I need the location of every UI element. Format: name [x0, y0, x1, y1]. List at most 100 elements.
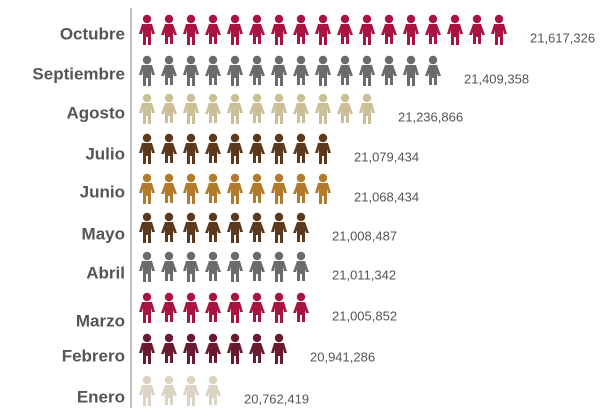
icon-head: [164, 333, 174, 343]
icon-head: [142, 333, 152, 343]
icon-head: [142, 133, 152, 143]
icon-head: [208, 133, 218, 143]
icon-body: [315, 183, 331, 204]
icon-body: [161, 222, 177, 242]
icon-body: [293, 222, 309, 242]
icon-head: [186, 173, 196, 183]
icon-row: [139, 14, 507, 45]
icon-body: [271, 183, 287, 204]
icon-row: [139, 375, 221, 406]
icon-body: [271, 143, 287, 164]
category-label: Octubre: [60, 24, 125, 43]
icon-body: [425, 65, 441, 85]
icon-head: [142, 93, 152, 103]
icon-body: [161, 143, 177, 163]
icon-head: [494, 14, 504, 24]
icon-head: [274, 173, 284, 183]
icon-body: [139, 143, 155, 164]
icon-body: [271, 103, 287, 124]
icon-head: [164, 55, 174, 65]
category-label: Julio: [85, 144, 125, 163]
icon-body: [271, 261, 287, 282]
icon-body: [139, 24, 155, 45]
icon-body: [315, 65, 331, 86]
icon-body: [227, 261, 243, 282]
icon-row: [139, 212, 309, 243]
icon-head: [318, 133, 328, 143]
icon-body: [183, 261, 199, 282]
icon-body: [139, 343, 155, 364]
icon-body: [227, 65, 243, 86]
icon-head: [164, 133, 174, 143]
icon-body: [183, 143, 199, 164]
icon-body: [227, 302, 243, 323]
icon-head: [230, 212, 240, 222]
icon-head: [164, 93, 174, 103]
icon-body: [337, 65, 353, 85]
icon-body: [249, 143, 265, 163]
category-label: Febrero: [62, 346, 125, 365]
icon-head: [142, 173, 152, 183]
value-label: 21,236,866: [398, 109, 463, 124]
icon-head: [296, 173, 306, 183]
icon-body: [205, 222, 221, 242]
icon-head: [164, 375, 174, 385]
icon-head: [274, 93, 284, 103]
icon-head: [406, 55, 416, 65]
icon-head: [142, 375, 152, 385]
category-label: Abril: [86, 263, 125, 282]
icon-body: [315, 143, 331, 164]
icon-head: [208, 173, 218, 183]
icon-body: [403, 24, 419, 45]
icon-body: [337, 103, 353, 123]
icon-head: [142, 14, 152, 24]
icon-head: [428, 55, 438, 65]
icon-head: [208, 93, 218, 103]
icon-head: [208, 251, 218, 261]
icon-body: [139, 302, 155, 323]
icon-head: [252, 55, 262, 65]
icon-head: [208, 292, 218, 302]
icon-head: [142, 251, 152, 261]
value-label: 21,008,487: [332, 228, 397, 243]
value-label: 20,941,286: [310, 349, 375, 364]
icon-body: [183, 302, 199, 323]
icon-body: [161, 302, 177, 322]
icon-head: [164, 173, 174, 183]
icon-head: [208, 14, 218, 24]
icon-body: [205, 103, 221, 123]
icon-head: [186, 55, 196, 65]
icon-head: [362, 93, 372, 103]
icon-body: [161, 385, 177, 405]
icon-body: [403, 65, 419, 86]
icon-head: [362, 55, 372, 65]
icon-body: [491, 24, 507, 45]
icon-body: [205, 143, 221, 163]
icon-head: [230, 133, 240, 143]
category-label: Junio: [80, 182, 125, 201]
icon-head: [296, 292, 306, 302]
icon-body: [337, 24, 353, 44]
icon-head: [186, 93, 196, 103]
category-label: Marzo: [76, 311, 125, 330]
icon-body: [205, 302, 221, 322]
icon-body: [183, 24, 199, 45]
icon-body: [205, 343, 221, 363]
icon-head: [142, 292, 152, 302]
icon-body: [139, 261, 155, 282]
icon-row: [139, 173, 331, 204]
icon-head: [296, 133, 306, 143]
icon-body: [293, 183, 309, 203]
icon-head: [186, 212, 196, 222]
value-label: 21,011,342: [332, 267, 396, 282]
icon-body: [249, 222, 265, 242]
value-label: 21,409,358: [464, 71, 529, 86]
icon-body: [227, 343, 243, 364]
icon-body: [293, 143, 309, 163]
icon-head: [186, 333, 196, 343]
icon-body: [249, 261, 265, 281]
icon-head: [296, 93, 306, 103]
icon-body: [447, 24, 463, 45]
icon-body: [293, 261, 309, 281]
icon-body: [227, 222, 243, 243]
